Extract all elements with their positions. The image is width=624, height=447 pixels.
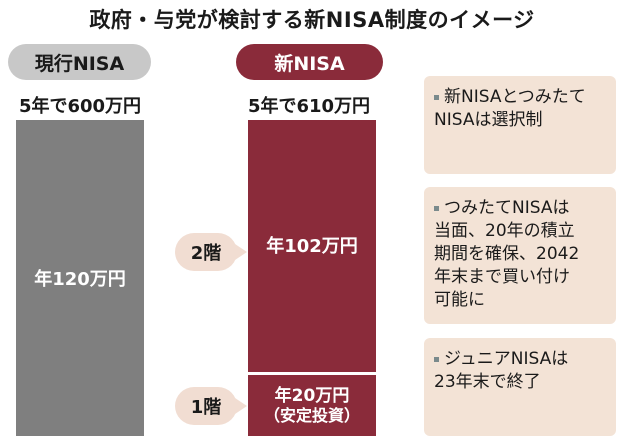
new-nisa-bar: 年102万円 年20万円 （安定投資） [248, 120, 376, 436]
note-box: 新NISAとつみたて NISAは選択制 [424, 76, 616, 174]
new-total: 5年で610万円 [247, 96, 371, 117]
tier1-note: （安定投資） [263, 405, 360, 425]
note-line: ジュニアNISAは [434, 348, 606, 371]
tier2-amount: 年102万円 [266, 236, 358, 257]
note-box: つみたてNISAは 当面、20年の積立 期間を確保、2042 年末まで買い付け … [424, 187, 616, 324]
tier1-amount: 年20万円 [274, 385, 350, 406]
current-nisa-label: 現行NISA [8, 44, 151, 80]
page-title: 政府・与党が検討する新NISA制度のイメージ [89, 8, 535, 32]
note-line: 新NISAとつみたて [434, 86, 606, 109]
tier1-block: 年20万円 （安定投資） [248, 372, 376, 436]
bullet-icon [434, 94, 439, 100]
note-line: 可能に [434, 290, 485, 310]
bullet-icon [434, 205, 439, 211]
new-nisa-label: 新NISA [236, 44, 383, 80]
note-line: 当面、20年の積立 [434, 221, 575, 241]
current-nisa-bar: 年120万円 [16, 120, 144, 436]
note-line: 期間を確保、2042 [434, 244, 580, 264]
floor-1-label: 1階 [175, 387, 247, 425]
note-line: つみたてNISAは [434, 197, 606, 220]
note-line: NISAは選択制 [434, 110, 543, 130]
current-annual-amount: 年120万円 [34, 269, 126, 290]
note-line: 23年末で終了 [434, 372, 541, 392]
note-line: 年末まで買い付け [434, 267, 570, 287]
floor-2-label: 2階 [175, 233, 247, 271]
bullet-icon [434, 356, 439, 362]
note-box: ジュニアNISAは 23年末で終了 [424, 338, 616, 436]
current-total: 5年で600万円 [18, 96, 142, 117]
